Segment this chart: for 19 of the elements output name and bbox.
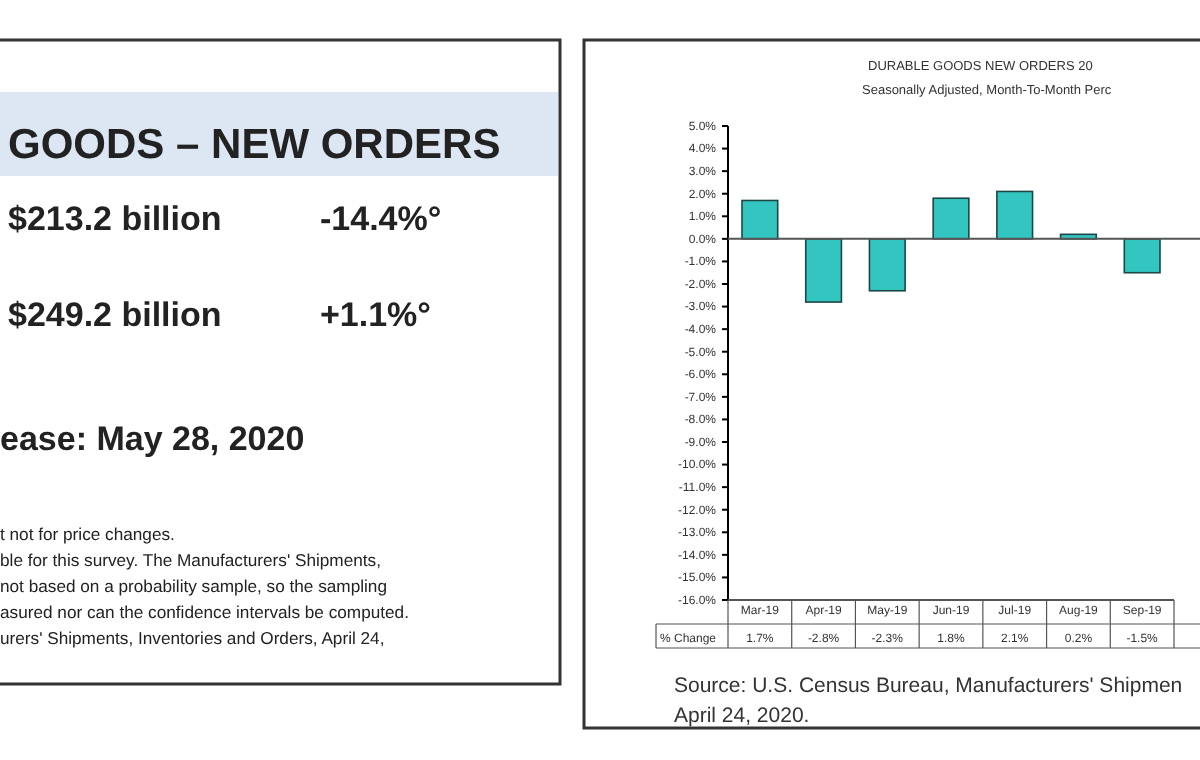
text: $249.2 billion: [8, 296, 222, 334]
text: urers' Shipments, Inventories and Orders, April 24,: [0, 628, 385, 648]
bar: [741, 199, 779, 240]
bar: [1123, 238, 1161, 274]
text: -14.4%°: [320, 200, 442, 238]
bar: [932, 197, 970, 240]
bar: [996, 190, 1034, 240]
bar: [868, 238, 906, 292]
text: ble for this survey. The Manufacturers' Shipments,: [0, 550, 381, 570]
text: t not for price changes.: [0, 524, 175, 544]
text: ease: May 28, 2020: [0, 420, 305, 458]
text: not based on a probability sample, so the sampling: [0, 576, 388, 596]
text: $213.2 billion: [8, 200, 222, 238]
text: +1.1%°: [320, 296, 432, 334]
text: April 24, 2020.: [674, 704, 810, 728]
source-note: Source: U.S. Census Bureau, Manufacturers' Shipmen: [674, 674, 1183, 698]
bar: [804, 238, 843, 303]
text: asured nor can the confidence intervals be computed.: [0, 602, 409, 622]
text: GOODS – NEW ORDERS: [8, 122, 501, 168]
